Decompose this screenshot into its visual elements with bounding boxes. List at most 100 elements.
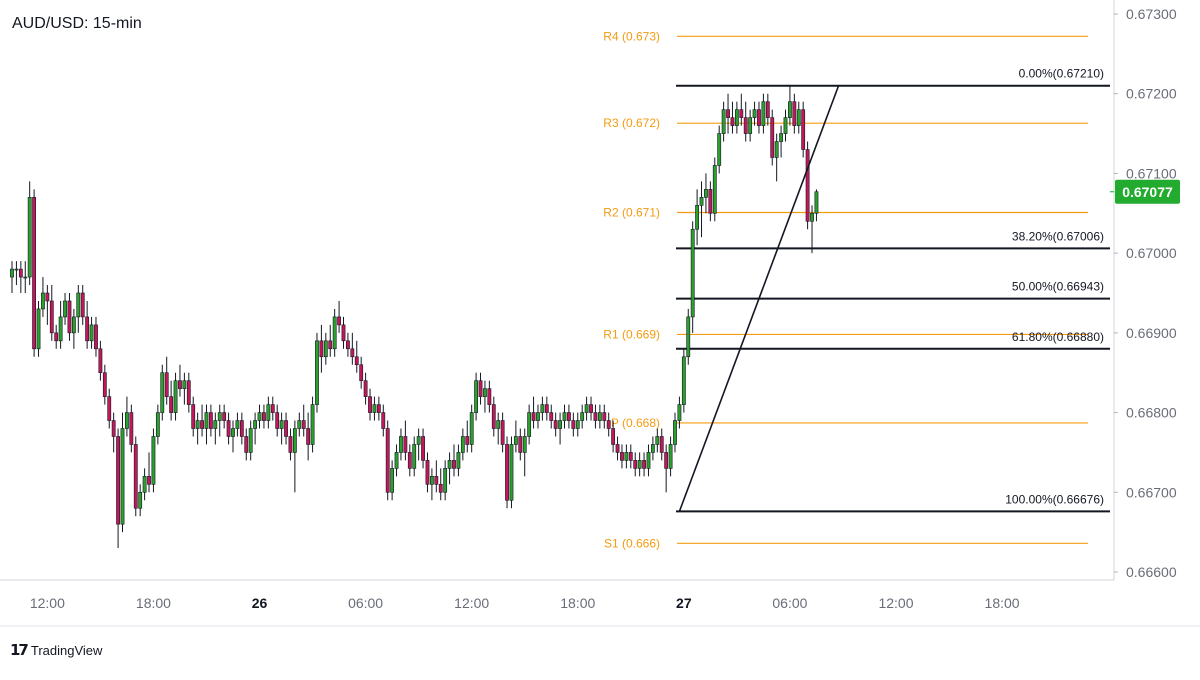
candle-down [505,444,509,501]
candle-down [209,412,213,429]
y-tick-label: 0.66800 [1126,405,1177,421]
fib-label: 100.00%(0.66676) [1005,492,1104,506]
candle-down [549,412,554,421]
candles [10,85,819,549]
y-tick-label: 0.67100 [1126,165,1177,181]
candle-up [14,268,19,271]
candle-down [164,372,169,397]
candle-up [748,117,753,134]
candle-down [765,101,770,118]
candle-down [67,300,72,334]
candle-up [160,372,165,413]
candle-down [403,436,408,453]
candle-up [315,340,319,405]
candle-up [279,420,284,429]
pivot-label: P (0.668) [611,416,660,430]
candle-down [642,460,646,469]
candle-down [18,268,23,278]
candle-up [646,452,651,469]
candle-up [71,316,76,334]
candle-down [200,420,204,429]
candle-up [522,436,527,453]
candle-up [416,436,421,445]
candle-up [151,436,156,485]
candle-down [730,117,735,126]
candle-up [217,412,222,421]
candle-down [757,109,761,126]
candle-up [580,412,585,421]
candle-up [650,444,655,453]
candle-down [169,396,174,413]
candle-up [36,308,41,350]
candle-down [328,340,333,350]
candle-up [796,109,801,126]
pivot-label: R2 (0.671) [603,205,660,219]
x-tick-label: 18:00 [560,595,595,611]
candle-down [571,420,576,429]
candle-down [275,412,280,429]
candle-down [226,420,231,437]
candle-down [407,452,412,469]
overlays: 0.67077 [678,85,1180,512]
candle-up [125,412,129,429]
candle-down [244,436,249,453]
candle-up [266,404,271,421]
candle-up [372,404,377,413]
candle-up [540,404,545,413]
candle-down [589,404,593,413]
candle-up [204,412,209,429]
x-tick-label: 18:00 [136,595,171,611]
candle-up [686,316,691,358]
candle-down [222,412,227,421]
tradingview-brand[interactable]: 𝟭𝟳 TradingView [10,641,102,659]
candle-up [717,133,722,166]
candle-down [284,420,288,437]
candle-up [513,436,518,445]
candle-down [319,340,324,358]
candle-up [779,133,783,142]
candle-up [677,404,682,421]
fib-label: 0.00%(0.67210) [1019,67,1104,81]
pivot-label: R3 (0.672) [603,116,660,130]
candle-up [774,141,779,158]
axes: 0.67300 0.67200 0.67100 0.67000 0.66900 0.668… [30,6,1177,611]
candle-down [98,348,103,374]
candle-down [500,420,505,445]
candle-down [421,436,425,461]
candle-up [734,109,739,126]
candle-up [712,165,717,214]
candle-up [624,452,629,461]
candle-up [637,460,642,469]
candle-up [695,205,700,230]
candle-up [788,101,792,118]
candle-down [531,412,536,421]
x-tick-label: 12:00 [454,595,489,611]
candle-up [310,404,315,445]
candle-up [469,412,474,445]
candle-up [173,380,178,413]
candle-up [558,420,562,429]
candle-down [116,436,120,525]
candle-down [518,436,523,453]
x-tick-label: 26 [252,595,268,611]
candle-down [425,460,430,485]
candle-down [452,460,456,469]
candle-down [805,149,810,222]
candle-up [332,316,337,350]
candle-down [111,420,116,437]
candle-up [562,412,567,421]
candle-down [708,189,713,214]
candle-down [567,412,571,421]
candle-down [270,404,275,413]
candle-down [664,452,669,469]
chart-title: AUD/USD: 15-min [12,15,142,32]
candle-up [248,428,253,453]
y-tick-label: 0.67300 [1126,6,1177,22]
candle-down [178,380,182,389]
x-tick-label: 27 [676,595,692,611]
candle-up [575,420,580,429]
candle-up [253,420,258,429]
candle-down [346,340,350,350]
